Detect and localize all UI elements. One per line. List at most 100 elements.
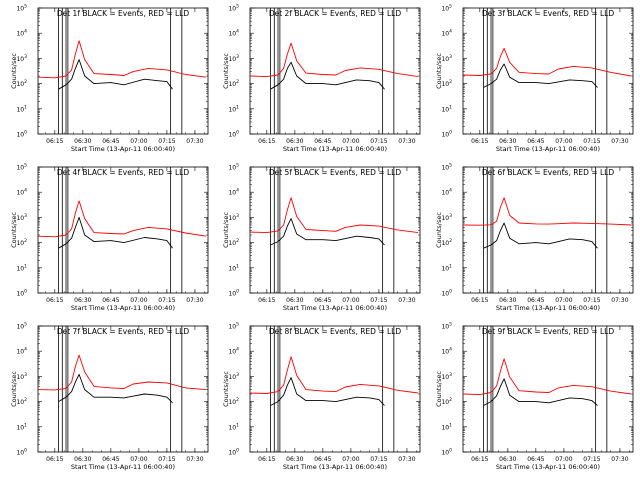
- y-tick-exponent: 1: [236, 422, 239, 428]
- y-tick-base: 10: [16, 31, 24, 38]
- y-tick-label: 100: [441, 289, 452, 298]
- y-axis-label: Counts/sec: [10, 53, 18, 89]
- x-tick-label: 07:15: [583, 138, 600, 145]
- panel-title: Det 7f BLACK = Events, RED = LLD: [57, 327, 190, 336]
- y-tick-label: 102: [228, 397, 239, 406]
- y-tick-exponent: 2: [236, 79, 239, 85]
- y-tick-base: 10: [16, 424, 24, 431]
- series-lld-line: [37, 200, 207, 238]
- y-tick-base: 10: [228, 450, 236, 457]
- x-tick-label: 06:45: [527, 456, 544, 463]
- x-tick-label: 06:30: [499, 456, 516, 463]
- y-tick-base: 10: [228, 106, 236, 113]
- y-tick-base: 10: [441, 6, 449, 13]
- series-events-line: [483, 63, 598, 88]
- y-tick-exponent: 2: [24, 79, 27, 85]
- x-tick-label: 07:30: [398, 138, 415, 145]
- y-tick-base: 10: [228, 265, 236, 272]
- x-axis-label: Start Time (13-Apr-11 06:00:40): [283, 145, 387, 153]
- y-tick-exponent: 2: [236, 397, 239, 403]
- y-tick-base: 10: [441, 106, 449, 113]
- y-tick-base: 10: [228, 132, 236, 139]
- x-tick-label: 07:15: [158, 456, 175, 463]
- y-tick-label: 104: [16, 29, 27, 38]
- y-tick-base: 10: [441, 349, 449, 356]
- plot-frame: [462, 325, 634, 453]
- y-tick-label: 104: [441, 347, 452, 356]
- y-tick-base: 10: [228, 81, 236, 88]
- y-tick-label: 101: [16, 104, 27, 113]
- plot-frame: [462, 166, 634, 294]
- x-axis-label: Start Time (13-Apr-11 06:00:40): [71, 145, 175, 153]
- y-tick-exponent: 5: [236, 163, 239, 169]
- y-tick-base: 10: [228, 31, 236, 38]
- y-tick-label: 104: [228, 188, 239, 197]
- x-tick-label: 06:15: [46, 138, 63, 145]
- y-tick-label: 105: [441, 163, 452, 172]
- x-tick-label: 06:30: [74, 297, 91, 304]
- y-tick-base: 10: [441, 324, 449, 331]
- x-tick-label: 06:15: [471, 297, 488, 304]
- y-tick-exponent: 3: [24, 372, 27, 378]
- x-tick-label: 07:30: [611, 456, 628, 463]
- x-tick-label: 07:00: [555, 138, 572, 145]
- y-tick-label: 103: [228, 54, 239, 63]
- y-tick-exponent: 3: [449, 54, 452, 60]
- y-tick-base: 10: [441, 215, 449, 222]
- y-tick-base: 10: [441, 374, 449, 381]
- x-tick-label: 07:30: [611, 297, 628, 304]
- x-tick-label: 06:45: [527, 138, 544, 145]
- y-tick-exponent: 1: [24, 104, 27, 110]
- x-tick-label: 07:00: [555, 297, 572, 304]
- y-tick-base: 10: [16, 291, 24, 298]
- y-tick-base: 10: [441, 190, 449, 197]
- y-tick-exponent: 1: [449, 263, 452, 269]
- x-tick-label: 06:15: [258, 297, 275, 304]
- y-tick-label: 104: [228, 347, 239, 356]
- y-tick-exponent: 1: [236, 104, 239, 110]
- y-tick-exponent: 1: [449, 104, 452, 110]
- y-tick-label: 105: [441, 322, 452, 331]
- panel-title: Det 3f BLACK = Events, RED = LLD: [482, 9, 615, 18]
- y-tick-exponent: 3: [236, 54, 239, 60]
- x-tick-label: 06:15: [46, 456, 63, 463]
- y-tick-exponent: 5: [449, 322, 452, 328]
- x-tick-label: 07:30: [186, 297, 203, 304]
- y-tick-base: 10: [228, 56, 236, 63]
- y-tick-exponent: 2: [24, 238, 27, 244]
- y-tick-base: 10: [228, 424, 236, 431]
- y-tick-label: 100: [228, 448, 239, 457]
- x-tick-label: 07:00: [130, 456, 147, 463]
- series-lld-line: [249, 42, 419, 78]
- x-tick-label: 06:45: [314, 138, 331, 145]
- y-tick-base: 10: [16, 106, 24, 113]
- y-tick-label: 104: [441, 29, 452, 38]
- x-tick-label: 06:30: [499, 297, 516, 304]
- x-tick-label: 06:30: [499, 138, 516, 145]
- y-tick-exponent: 1: [236, 263, 239, 269]
- x-tick-label: 07:30: [398, 297, 415, 304]
- x-axis-label: Start Time (13-Apr-11 06:00:40): [283, 463, 387, 471]
- y-tick-exponent: 0: [236, 448, 239, 454]
- x-tick-label: 07:15: [370, 138, 387, 145]
- y-tick-exponent: 2: [449, 238, 452, 244]
- panel-title: Det 1f BLACK = Events, RED = LLD: [57, 9, 190, 18]
- y-tick-base: 10: [228, 349, 236, 356]
- y-tick-exponent: 5: [24, 4, 27, 10]
- y-axis-label: Counts/sec: [435, 371, 443, 407]
- y-tick-exponent: 1: [449, 422, 452, 428]
- x-tick-label: 07:00: [342, 138, 359, 145]
- y-tick-exponent: 0: [24, 130, 27, 136]
- x-tick-label: 06:15: [471, 138, 488, 145]
- series-events-line: [58, 373, 173, 404]
- x-tick-label: 07:15: [158, 138, 175, 145]
- y-tick-base: 10: [441, 240, 449, 247]
- y-tick-base: 10: [228, 6, 236, 13]
- y-tick-base: 10: [228, 291, 236, 298]
- x-axis-label: Start Time (13-Apr-11 06:00:40): [496, 304, 600, 312]
- x-tick-label: 07:30: [398, 456, 415, 463]
- y-tick-exponent: 0: [236, 130, 239, 136]
- series-events-line: [270, 61, 385, 90]
